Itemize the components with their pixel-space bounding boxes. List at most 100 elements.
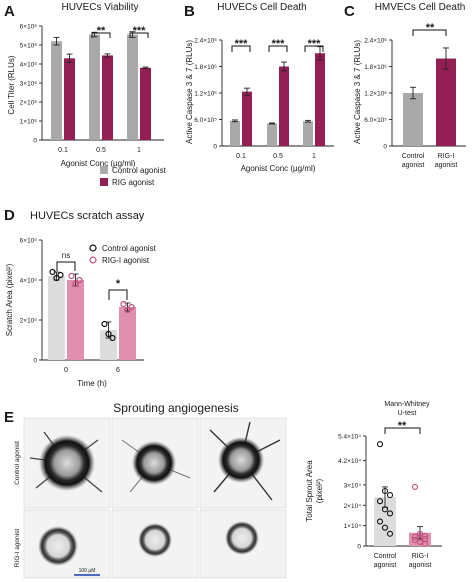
panel-b-ytick-label-1: 6.0×10⁵ <box>194 117 217 124</box>
panel-d-point-1-0-0 <box>68 272 75 280</box>
panel-d-y-label: Scratch Area (pixel²) <box>5 263 14 336</box>
panel-d-point-1-1-1 <box>124 306 131 314</box>
panel-b-x-label: Agonist Conc (µg/ml) <box>241 164 316 173</box>
panel-e-test-1: Mann-Whitney <box>384 401 430 408</box>
panel-b-bar-control-1 <box>267 123 277 146</box>
panel-d-title: HUVECs scratch assay <box>30 210 145 222</box>
panel-e-ytick-label-3: 3×10⁴ <box>344 482 362 489</box>
panel-b-sig-2: *** <box>272 38 286 50</box>
panel-b-ytick-label-3: 1.8×10⁶ <box>194 64 217 71</box>
panel-b-bar-control-2 <box>303 121 313 146</box>
micrograph-rig-1: 100 µM <box>23 509 111 579</box>
panel-e-point-0-4 <box>381 506 389 513</box>
panel-e-ytick-label-2: 2×10⁴ <box>344 503 362 510</box>
panel-e-x-tick-2b: agonist <box>409 562 432 569</box>
panel-c-ytick-label-1: 6.0×10⁵ <box>364 117 387 124</box>
panel-d-point-1-0-1 <box>72 280 79 288</box>
panel-c-x-tick-2a: RIG-I <box>438 153 455 160</box>
panel-e: E Sprouting angiogenesis Control agonist… <box>4 401 442 579</box>
panel-b-ytick-label-4: 2.4×10⁶ <box>194 38 217 45</box>
panel-d-x-tick-2: 6 <box>116 367 120 374</box>
panel-a-ytick-label-1: 1×10⁶ <box>20 119 38 126</box>
panel-e-point-0-5 <box>386 510 394 517</box>
panel-d-bar-1-0 <box>67 280 84 360</box>
panel-a: A HUVECs Viability 0 1×10⁶ 2×10⁶ 3×10⁶ 4×10⁶… <box>4 2 164 168</box>
panel-d-ytick-label-1: 2×10⁵ <box>20 318 38 325</box>
panel-c: C HMVECs Cell Death 0 6.0×10⁵ 1.2×10⁶ 1.8×1… <box>344 2 466 169</box>
panel-c-ytick-label-0: 0 <box>383 144 387 151</box>
panel-d-point-1-0-2 <box>76 276 83 284</box>
panel-letter-a: A <box>4 3 15 20</box>
panel-b-x-tick-3: 1 <box>312 153 316 160</box>
legend-control-swatch <box>100 166 108 174</box>
panel-b-bar-rig-2 <box>315 53 325 146</box>
panel-a-title: HUVECs Viability <box>61 2 138 13</box>
panel-d-ytick-label-3: 6×10⁵ <box>20 238 38 245</box>
panel-b-bars <box>230 46 325 146</box>
panel-a-x-tick-2: 0.5 <box>96 147 106 154</box>
panel-a-x-tick-3: 1 <box>137 147 141 154</box>
panel-d: D HUVECs scratch assay 02×10⁵4×10⁵6×10⁵ … <box>4 207 157 388</box>
panel-b-y-label: Active Caspase 3 & 7 (RLUs) <box>185 40 194 144</box>
panel-e-point-0-2 <box>386 492 394 499</box>
panel-e-point-0-6 <box>376 518 384 525</box>
legend-ab: Control agonist RIG agonist <box>100 166 167 187</box>
panel-e-point-1-1 <box>416 530 424 537</box>
legend-d-control-marker <box>89 244 97 252</box>
panel-c-bracket <box>412 29 447 36</box>
micrograph-control-3 <box>199 417 287 509</box>
panel-b-bracket-1 <box>231 45 251 52</box>
panel-a-ytick-label-4: 4×10⁶ <box>20 62 38 69</box>
panel-e-sig: ** <box>398 420 407 432</box>
panel-b-bracket-3 <box>304 45 324 52</box>
panel-d-point-0-0-0 <box>49 268 56 276</box>
panel-d-point-1-1-0 <box>120 300 127 308</box>
panel-letter-b: B <box>184 3 195 20</box>
panel-e-y-ticks: 0 1×10⁴ 2×10⁴ 3×10⁴ 4.2×10⁴ 5.4×10⁴ <box>338 434 366 551</box>
panel-a-ytick-label-5: 5×10⁶ <box>20 43 38 50</box>
panel-d-sig-2: * <box>116 278 121 290</box>
row-label-control: Control agonist <box>14 441 21 485</box>
panel-d-point-0-0-2 <box>57 271 64 279</box>
panel-b-bar-rig-0 <box>242 91 252 146</box>
scale-bar-label: 100 µM <box>79 568 96 574</box>
panel-letter-c: C <box>344 3 355 20</box>
row-label-rig: RIG-I agonist <box>14 529 21 567</box>
panel-a-ytick-label-6: 6×10⁶ <box>20 24 38 31</box>
panel-c-ytick-label-2: 1.2×10⁶ <box>364 91 387 98</box>
panel-d-x-label: Time (h) <box>77 379 107 388</box>
panel-e-point-1-2 <box>421 532 429 539</box>
panel-d-bar-0-0 <box>48 276 65 360</box>
panel-a-bar-rig-2 <box>140 67 151 140</box>
panel-d-bar-1-1 <box>119 307 136 360</box>
panel-b-bracket-2 <box>268 45 288 52</box>
panel-b-ytick-label-0: 0 <box>213 144 217 151</box>
panel-e-point-0-0 <box>376 441 384 448</box>
legend-rig-swatch <box>100 178 108 186</box>
panel-a-sig-1: ** <box>97 25 106 37</box>
panel-a-bracket-2 <box>129 32 149 38</box>
panel-b-title: HUVECs Cell Death <box>217 2 306 13</box>
panel-d-x-tick-1: 0 <box>64 367 68 374</box>
panel-e-y-label-1: Total Sprout Area <box>305 460 314 522</box>
panel-a-bar-control-0 <box>51 41 62 141</box>
panel-e-bars <box>374 441 431 548</box>
panel-d-bar-0-1 <box>100 330 117 360</box>
panel-a-y-label: Cell Titer (RLUs) <box>7 55 16 114</box>
panel-d-ytick-label-0: 0 <box>33 358 37 365</box>
panel-a-bar-rig-0 <box>64 58 75 140</box>
panel-e-point-1-0 <box>411 483 419 490</box>
panel-a-ytick-label-0: 0 <box>33 138 37 145</box>
panel-c-bar-1 <box>436 58 456 146</box>
panel-d-point-0-0-1 <box>53 274 60 282</box>
panel-e-point-0-3 <box>376 498 384 505</box>
panel-b-sig-3: *** <box>308 38 322 50</box>
micrograph-rig-3 <box>199 509 287 579</box>
panel-e-ytick-label-1: 1×10⁴ <box>344 523 362 530</box>
panel-c-x-tick-2b: agonist <box>435 162 458 169</box>
micrograph-control-1 <box>23 417 111 509</box>
micrograph-rig-2 <box>111 509 199 579</box>
panel-e-point-1-6 <box>411 536 419 543</box>
panel-e-x-tick-2a: RIG-I <box>412 553 429 560</box>
